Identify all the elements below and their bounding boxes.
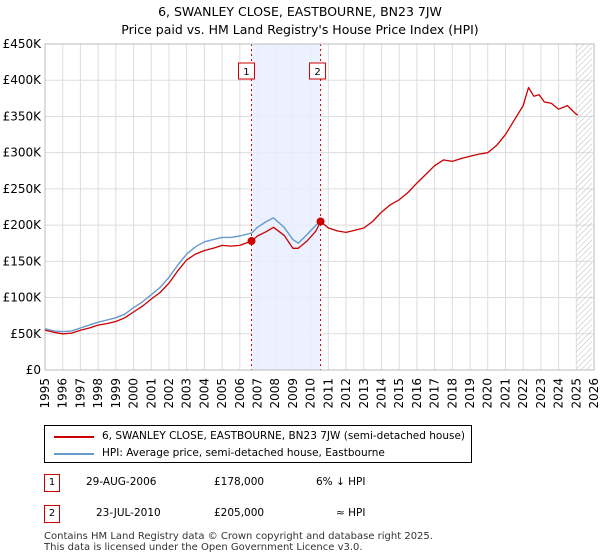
x-tick-label: 1997 <box>73 378 87 409</box>
x-tick-label: 2021 <box>498 378 512 409</box>
x-tick-label: 1995 <box>38 378 52 409</box>
legend-swatch-hpi <box>54 453 94 455</box>
sale-hpi-relation: ≈ HPI <box>336 507 366 519</box>
y-tick-label: £200K <box>3 218 43 232</box>
x-tick-label: 2003 <box>180 378 194 409</box>
sale-badge: 2 <box>44 505 60 523</box>
sale-row-2: 2 23-JUL-2010 £205,000 ≈ HPI <box>44 505 584 525</box>
x-tick-label: 2024 <box>552 378 566 409</box>
y-tick-label: £250K <box>3 182 43 196</box>
x-tick-label: 1996 <box>56 378 70 409</box>
y-tick-label: £350K <box>3 109 43 123</box>
sale-flag-box-2 <box>309 62 327 80</box>
x-tick-label: 1998 <box>91 378 105 409</box>
x-tick-label: 2016 <box>410 378 424 409</box>
sale-flag-box-1 <box>237 62 255 80</box>
sale-price: £205,000 <box>214 507 265 519</box>
sale-marker-1 <box>247 237 256 246</box>
ownership-period-shade <box>251 44 321 370</box>
y-tick-label: £300K <box>3 146 43 160</box>
x-tick-label: 2005 <box>215 378 229 409</box>
sale-hpi-relation: 6% ↓ HPI <box>316 476 366 488</box>
x-tick-label: 2019 <box>463 378 477 409</box>
x-tick-label: 2001 <box>144 378 158 409</box>
footer-copyright: Contains HM Land Registry data © Crown c… <box>44 531 433 542</box>
x-tick-label: 2012 <box>339 378 353 409</box>
legend-swatch-property <box>54 436 94 438</box>
sale-row-1: 1 29-AUG-2006 £178,000 6% ↓ HPI <box>44 474 584 494</box>
sale-date: 29-AUG-2006 <box>86 476 157 488</box>
x-tick-label: 2000 <box>127 378 141 409</box>
sale-price: £178,000 <box>214 476 265 488</box>
forecast-hatch <box>576 44 593 370</box>
x-tick-label: 2015 <box>392 378 406 409</box>
x-tick-label: 2002 <box>162 378 176 409</box>
sale-flag-label-2: 2 <box>314 67 320 78</box>
x-tick-label: 2009 <box>286 378 300 409</box>
sale-date: 23-JUL-2010 <box>96 507 161 519</box>
x-tick-label: 2004 <box>197 378 211 409</box>
legend-label-property: 6, SWANLEY CLOSE, EASTBOURNE, BN23 7JW (… <box>102 430 466 442</box>
x-tick-label: 2023 <box>534 378 548 409</box>
x-tick-label: 2022 <box>516 378 530 409</box>
legend: 6, SWANLEY CLOSE, EASTBOURNE, BN23 7JW (… <box>44 425 472 463</box>
sale-badge: 1 <box>44 474 60 492</box>
plot-frame <box>44 43 595 371</box>
y-tick-label: £50K <box>10 327 42 341</box>
y-tick-label: £450K <box>3 37 43 51</box>
y-tick-label: £100K <box>3 291 43 305</box>
x-tick-label: 2011 <box>321 378 335 409</box>
x-tick-label: 2025 <box>569 378 583 409</box>
x-tick-label: 2010 <box>304 378 318 409</box>
chart-title: 6, SWANLEY CLOSE, EASTBOURNE, BN23 7JW <box>158 4 442 19</box>
price-chart: £0 £50K £100K £150K £200K £250K £300K £350K £400… <box>3 37 600 409</box>
y-tick-label: £400K <box>3 73 43 87</box>
x-tick-label: 2026 <box>587 378 600 409</box>
y-tick-label: £150K <box>3 254 43 268</box>
x-tick-label: 1999 <box>109 378 123 409</box>
footer: Contains HM Land Registry data © Crown c… <box>44 531 433 553</box>
x-tick-label: 2013 <box>357 378 371 409</box>
x-tick-label: 2006 <box>233 378 247 409</box>
x-tick-label: 2020 <box>481 378 495 409</box>
footer-licence: This data is licensed under the Open Gov… <box>44 542 363 553</box>
x-tick-label: 2007 <box>251 378 265 409</box>
sale-marker-2 <box>316 217 325 226</box>
series-line-hpi <box>44 217 322 333</box>
x-tick-label: 2018 <box>445 378 459 409</box>
chart-subtitle: Price paid vs. HM Land Registry's House … <box>121 22 479 37</box>
sale-flag-label-1: 1 <box>243 67 249 78</box>
x-tick-label: 2008 <box>268 378 282 409</box>
y-tick-label: £0 <box>26 363 41 377</box>
legend-label-hpi: HPI: Average price, semi-detached house,… <box>102 447 385 459</box>
x-tick-label: 2014 <box>374 378 388 409</box>
x-tick-label: 2017 <box>428 378 442 409</box>
